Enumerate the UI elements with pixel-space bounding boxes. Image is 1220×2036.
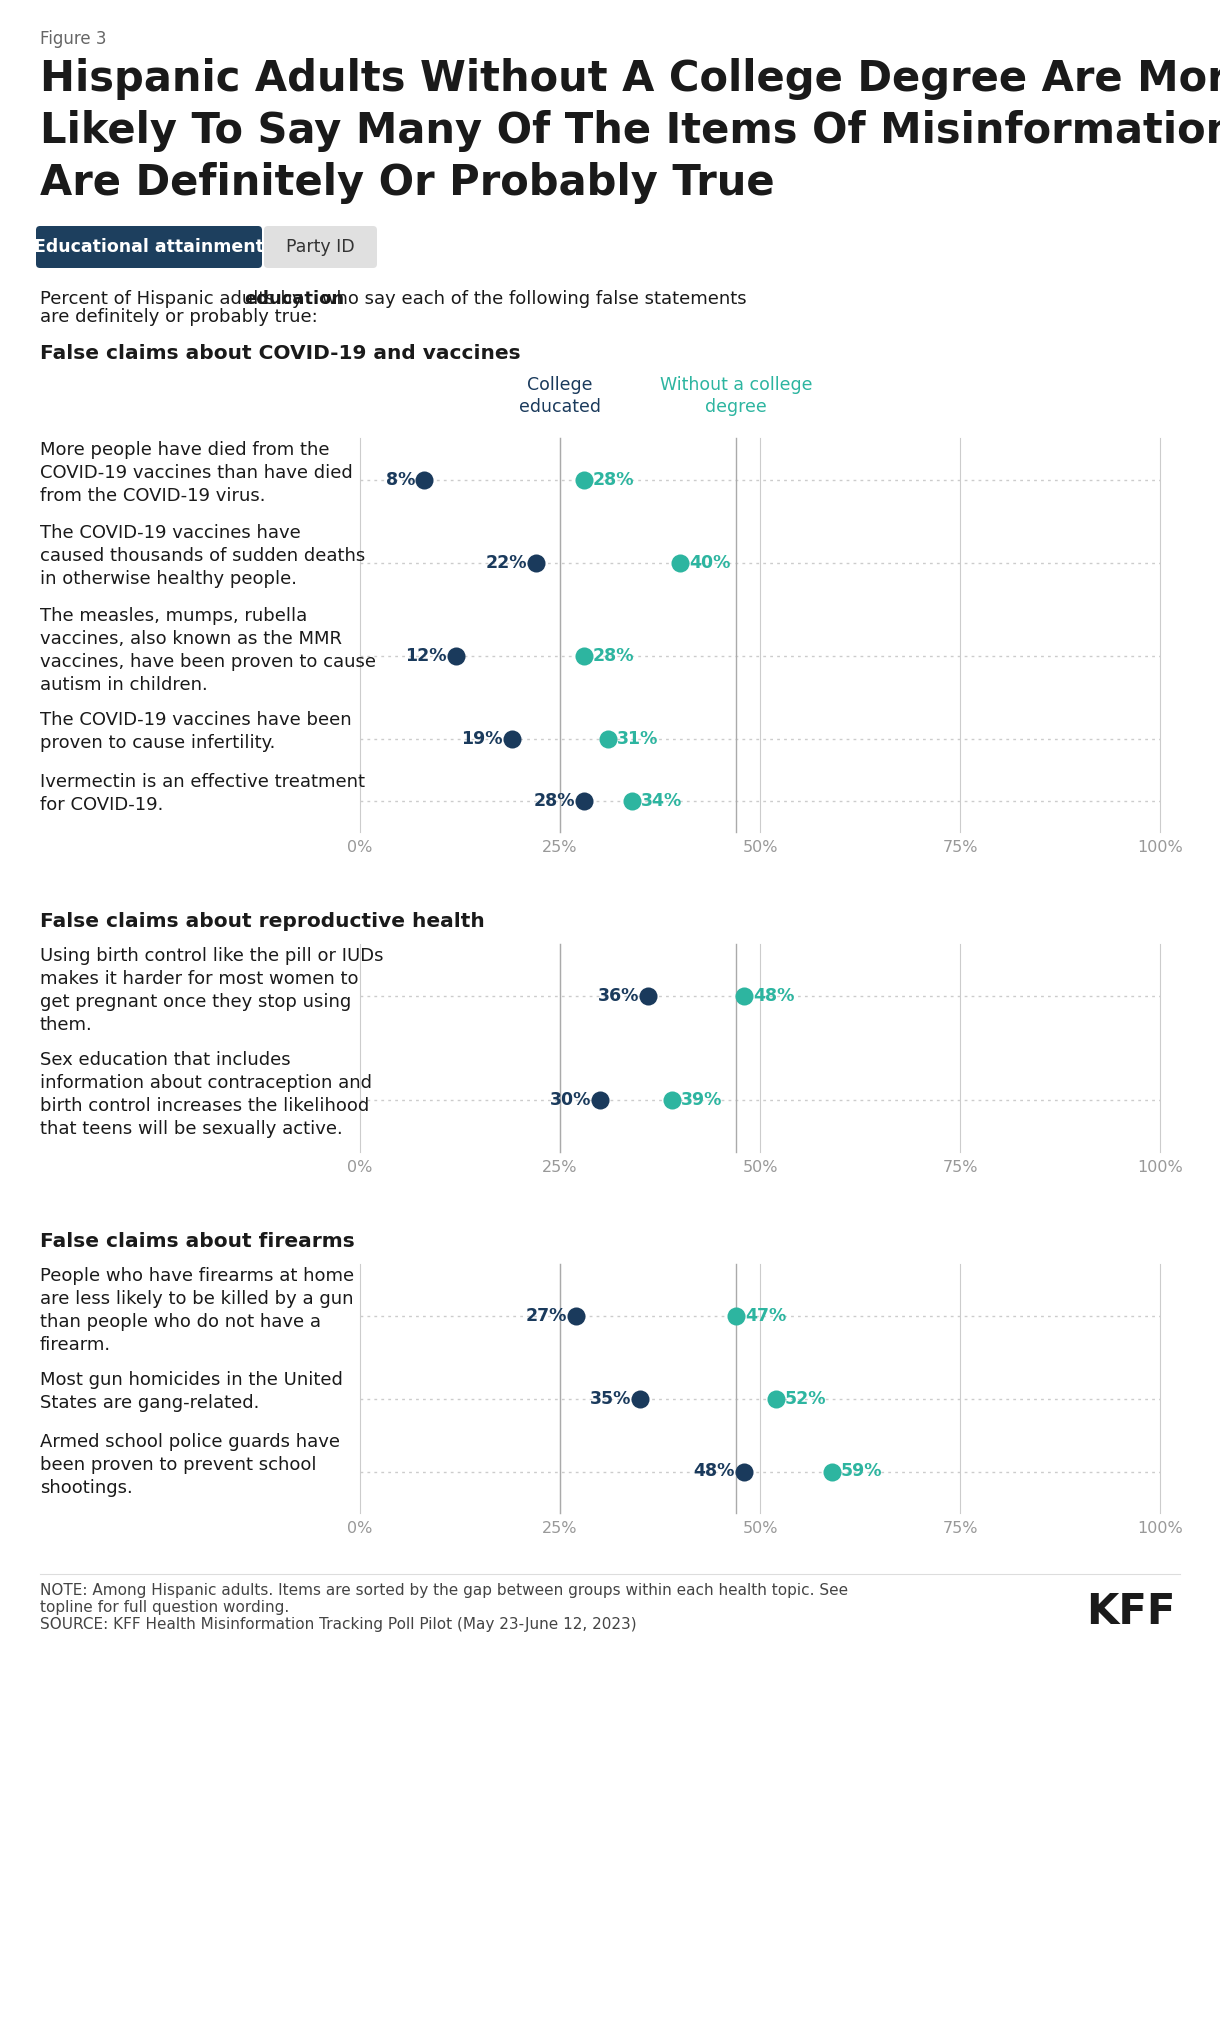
Text: False claims about reproductive health: False claims about reproductive health [40, 912, 484, 930]
Text: 25%: 25% [542, 1161, 578, 1175]
Text: Likely To Say Many Of The Items Of Misinformation: Likely To Say Many Of The Items Of Misin… [40, 110, 1220, 153]
Text: 75%: 75% [942, 1521, 977, 1535]
Text: 0%: 0% [348, 841, 372, 855]
Text: Party ID: Party ID [287, 238, 355, 257]
Text: 40%: 40% [689, 554, 731, 572]
Text: 8%: 8% [386, 470, 415, 489]
Text: Ivermectin is an effective treatment
for COVID-19.: Ivermectin is an effective treatment for… [40, 774, 365, 814]
Text: Using birth control like the pill or IUDs
makes it harder for most women to
get : Using birth control like the pill or IUD… [40, 947, 383, 1034]
Text: The COVID-19 vaccines have been
proven to cause infertility.: The COVID-19 vaccines have been proven t… [40, 711, 351, 751]
Text: 34%: 34% [640, 792, 682, 810]
Text: 30%: 30% [550, 1091, 590, 1110]
Text: College
educated: College educated [518, 377, 601, 415]
Text: 22%: 22% [486, 554, 527, 572]
Text: 100%: 100% [1137, 841, 1183, 855]
Text: 31%: 31% [617, 731, 659, 747]
Text: 36%: 36% [598, 987, 639, 1006]
Text: 48%: 48% [694, 1462, 734, 1480]
Text: Sex education that includes
information about contraception and
birth control in: Sex education that includes information … [40, 1051, 372, 1138]
Text: 39%: 39% [681, 1091, 722, 1110]
FancyBboxPatch shape [37, 226, 262, 269]
Text: 19%: 19% [461, 731, 503, 747]
Text: 25%: 25% [542, 841, 578, 855]
Text: NOTE: Among Hispanic adults. Items are sorted by the gap between groups within e: NOTE: Among Hispanic adults. Items are s… [40, 1584, 848, 1598]
Text: 28%: 28% [533, 792, 575, 810]
Text: False claims about COVID-19 and vaccines: False claims about COVID-19 and vaccines [40, 344, 521, 362]
Text: SOURCE: KFF Health Misinformation Tracking Poll Pilot (May 23-June 12, 2023): SOURCE: KFF Health Misinformation Tracki… [40, 1617, 637, 1633]
Text: are definitely or probably true:: are definitely or probably true: [40, 307, 317, 326]
Text: 100%: 100% [1137, 1161, 1183, 1175]
Text: 28%: 28% [593, 470, 634, 489]
Text: People who have firearms at home
are less likely to be killed by a gun
than peop: People who have firearms at home are les… [40, 1266, 354, 1354]
Text: 48%: 48% [753, 987, 794, 1006]
Text: 59%: 59% [841, 1462, 882, 1480]
Text: 0%: 0% [348, 1161, 372, 1175]
Text: 12%: 12% [405, 647, 447, 666]
Text: The COVID-19 vaccines have
caused thousands of sudden deaths
in otherwise health: The COVID-19 vaccines have caused thousa… [40, 523, 365, 588]
Text: The measles, mumps, rubella
vaccines, also known as the MMR
vaccines, have been : The measles, mumps, rubella vaccines, al… [40, 607, 376, 694]
Text: More people have died from the
COVID-19 vaccines than have died
from the COVID-1: More people have died from the COVID-19 … [40, 442, 353, 505]
Text: 47%: 47% [745, 1307, 786, 1325]
Text: Percent of Hispanic adults by: Percent of Hispanic adults by [40, 289, 309, 307]
Text: 50%: 50% [742, 1161, 778, 1175]
Text: 50%: 50% [742, 841, 778, 855]
Text: 50%: 50% [742, 1521, 778, 1535]
Text: 52%: 52% [784, 1391, 826, 1409]
Text: 100%: 100% [1137, 1521, 1183, 1535]
Text: 28%: 28% [593, 647, 634, 666]
Text: education: education [244, 289, 344, 307]
Text: Most gun homicides in the United
States are gang-related.: Most gun homicides in the United States … [40, 1370, 343, 1411]
Text: Hispanic Adults Without A College Degree Are More: Hispanic Adults Without A College Degree… [40, 57, 1220, 100]
Text: 0%: 0% [348, 1521, 372, 1535]
FancyBboxPatch shape [264, 226, 377, 269]
Text: False claims about firearms: False claims about firearms [40, 1232, 355, 1250]
Text: Figure 3: Figure 3 [40, 31, 106, 49]
Text: Educational attainment: Educational attainment [34, 238, 264, 257]
Text: 35%: 35% [589, 1391, 631, 1409]
Text: 75%: 75% [942, 1161, 977, 1175]
Text: who say each of the following false statements: who say each of the following false stat… [316, 289, 747, 307]
Text: 75%: 75% [942, 841, 977, 855]
Text: 25%: 25% [542, 1521, 578, 1535]
Text: topline for full question wording.: topline for full question wording. [40, 1600, 289, 1615]
Text: Armed school police guards have
been proven to prevent school
shootings.: Armed school police guards have been pro… [40, 1433, 340, 1496]
Text: Are Definitely Or Probably True: Are Definitely Or Probably True [40, 163, 775, 204]
Text: 27%: 27% [526, 1307, 567, 1325]
Text: Without a college
degree: Without a college degree [660, 377, 813, 415]
Text: KFF: KFF [1086, 1590, 1175, 1633]
